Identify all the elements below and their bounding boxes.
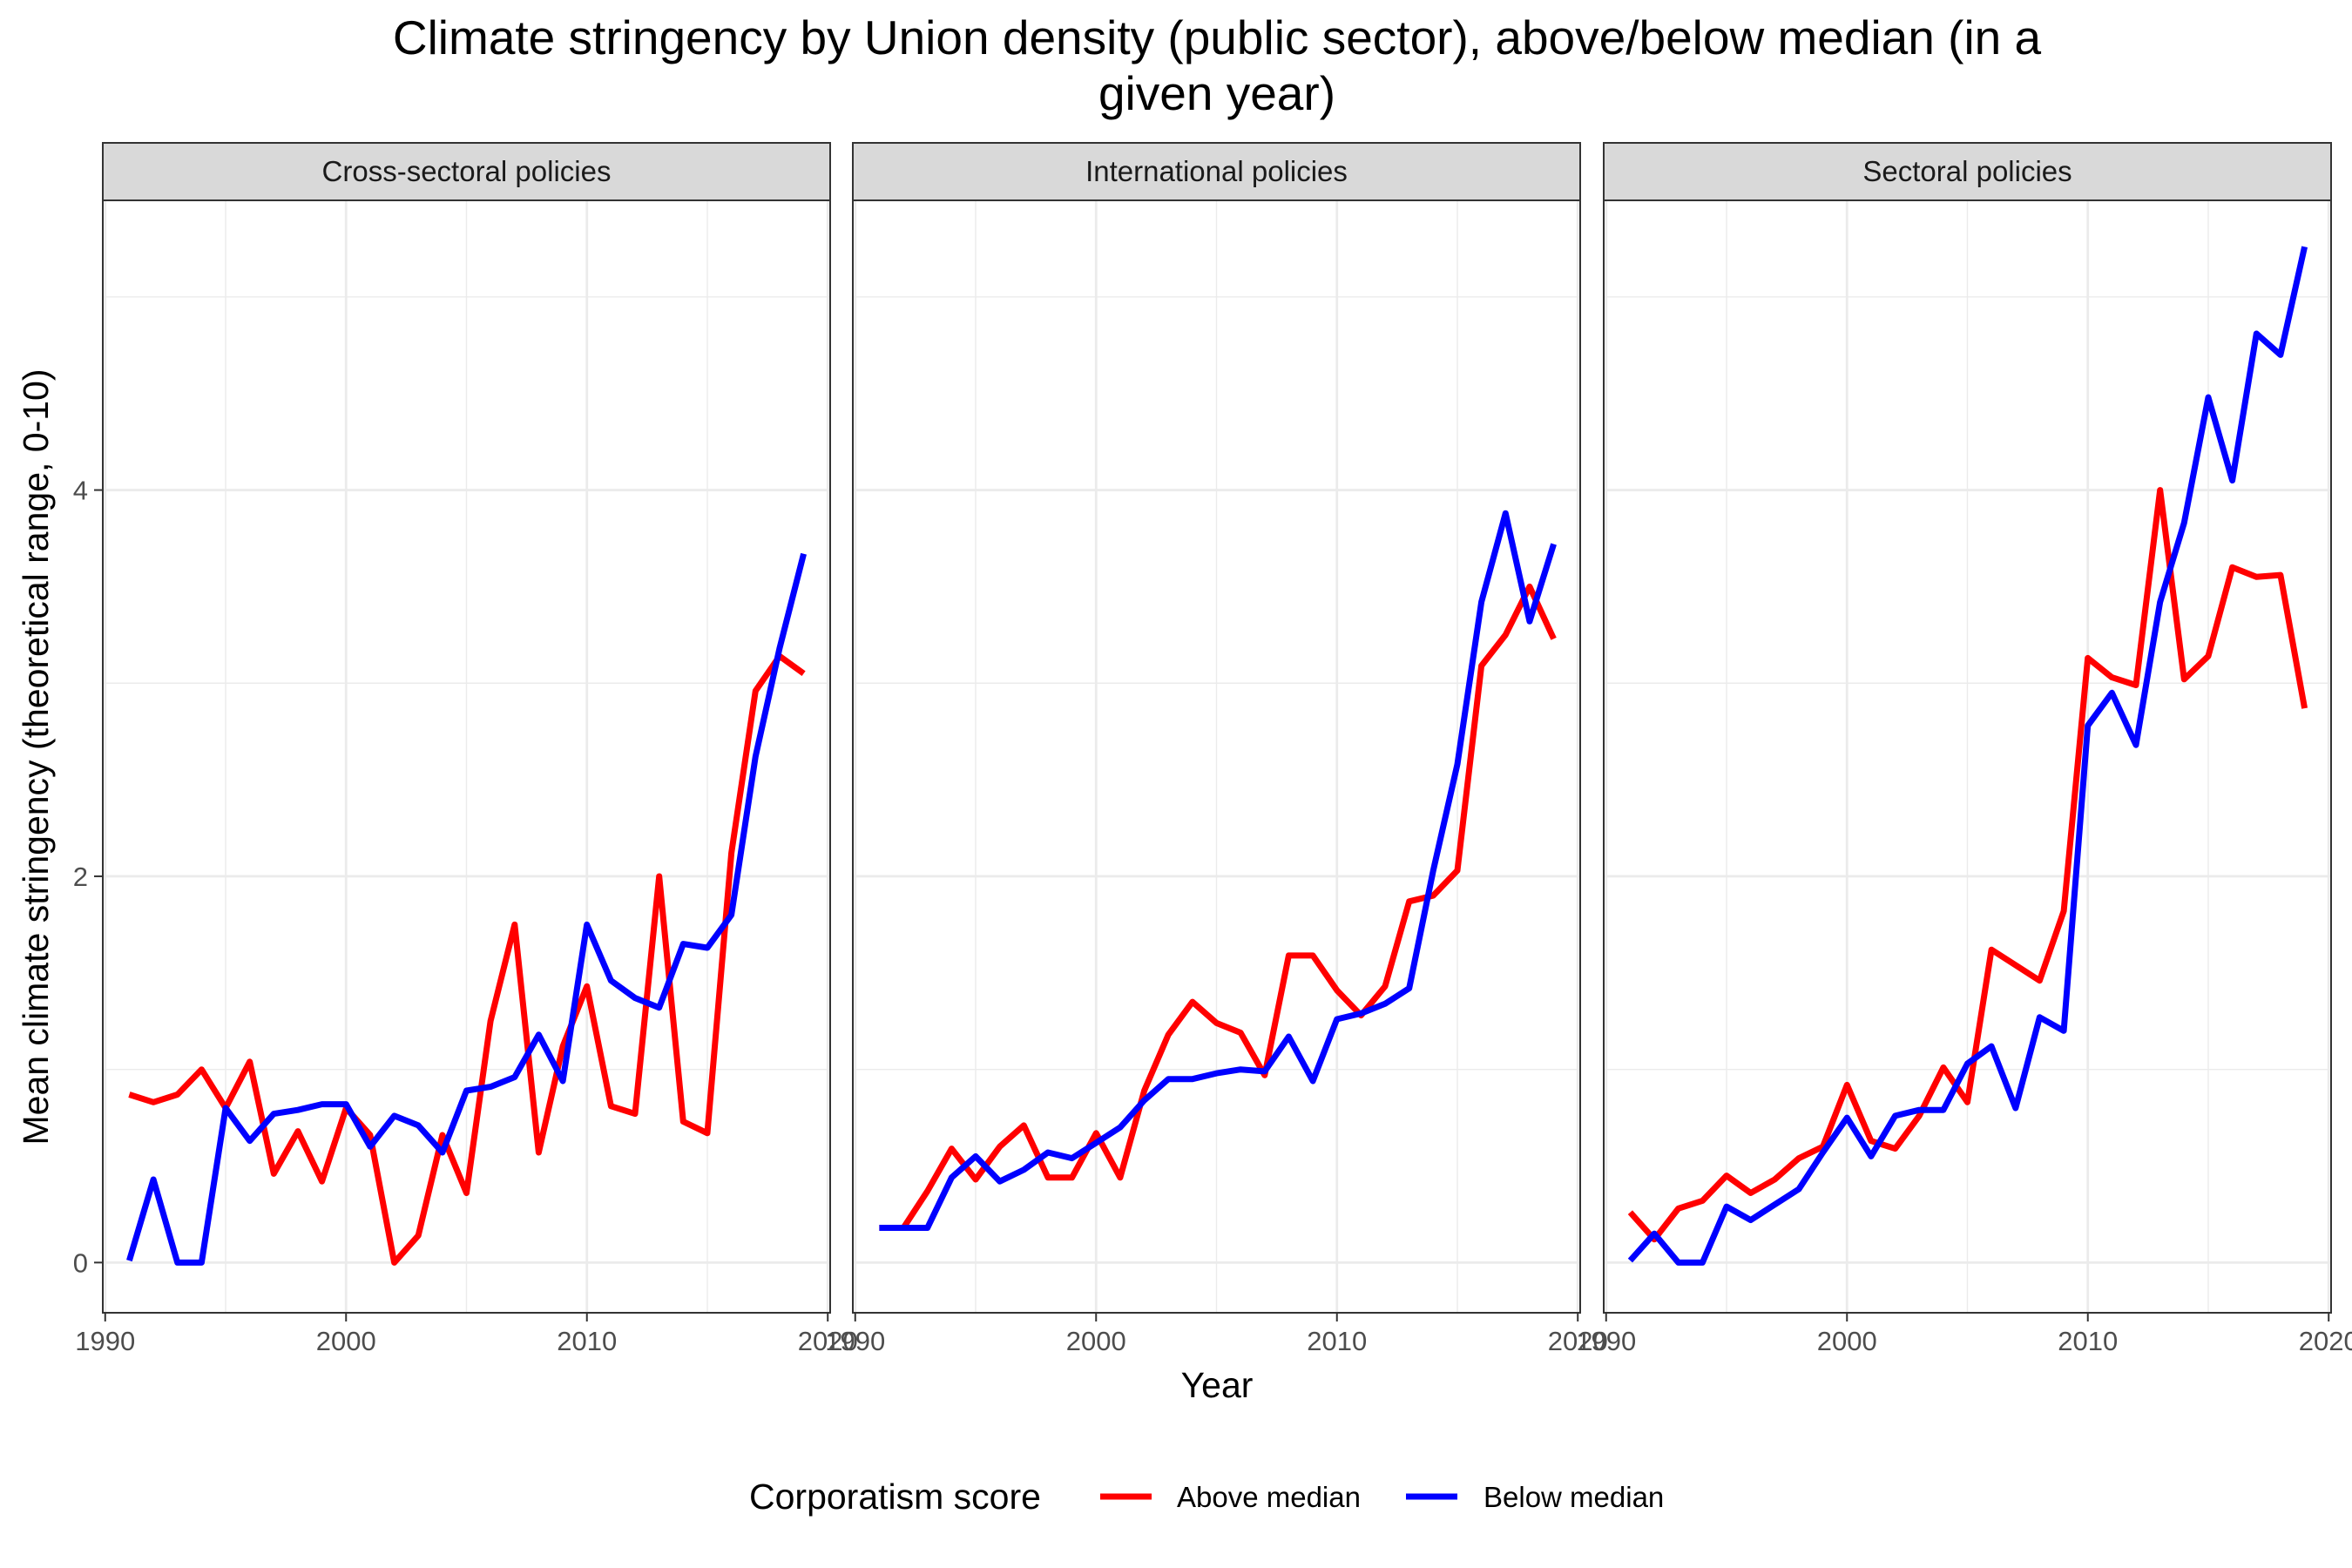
- facet-strip-label: Cross-sectoral policies: [322, 155, 612, 187]
- legend-label-below-median: Below median: [1484, 1481, 1664, 1513]
- y-axis-title: Mean climate stringency (theoretical ran…: [16, 368, 56, 1145]
- y-tick-label: 0: [73, 1247, 88, 1278]
- x-tick-label: 2020: [1548, 1326, 1608, 1356]
- x-tick-label: 2010: [557, 1326, 617, 1356]
- x-tick-label: 2000: [316, 1326, 376, 1356]
- x-axis-title: Year: [1181, 1365, 1254, 1405]
- chart-title-line-2: given year): [1098, 66, 1335, 120]
- y-tick-label: 4: [73, 476, 88, 506]
- x-tick-label: 1990: [825, 1326, 885, 1356]
- series-line-above-median-cross-sectoral-policies: [128, 652, 806, 1266]
- series-line-above-median-sectoral-policies: [1627, 487, 2308, 1243]
- panel-cross-sectoral-policies: Cross-sectoral policies 1990 2000 2010 2020 0…: [73, 142, 858, 1356]
- series-line-below-median-sectoral-policies: [1627, 246, 2308, 1266]
- legend-label-above-median: Above median: [1177, 1481, 1361, 1513]
- chart-title-line-1: Climate stringency by Union density (pub…: [393, 10, 2042, 64]
- legend-title: Corporatism score: [749, 1477, 1041, 1517]
- facet-strip: [102, 142, 831, 201]
- facet-strip-label: International policies: [1085, 155, 1348, 187]
- series-line-below-median-international-policies: [879, 510, 1557, 1231]
- x-tick-label: 1990: [75, 1326, 135, 1356]
- x-tick-label: 2010: [1307, 1326, 1367, 1356]
- facet-strip: [1603, 142, 2332, 201]
- x-tick-label: 2000: [1817, 1326, 1877, 1356]
- x-tick-label: 1990: [1576, 1326, 1636, 1356]
- x-tick-label: 2020: [798, 1326, 858, 1356]
- y-tick-label: 2: [73, 862, 88, 892]
- legend: Corporatism score Above median Below med…: [749, 1477, 1664, 1517]
- facet-strip: [852, 142, 1581, 201]
- facet-strip-label: Sectoral policies: [1862, 155, 2072, 187]
- panel-international-policies: International policies 1990 2000 2010 2020: [825, 142, 1608, 1356]
- series-line-below-median-cross-sectoral-policies: [126, 552, 807, 1266]
- x-tick-label: 2020: [2299, 1326, 2352, 1356]
- x-tick-label: 2010: [2058, 1326, 2118, 1356]
- x-tick-label: 2000: [1066, 1326, 1126, 1356]
- panel-sectoral-policies: Sectoral policies 1990 2000 2010 2020: [1576, 142, 2352, 1356]
- series-line-above-median-international-policies: [879, 583, 1557, 1231]
